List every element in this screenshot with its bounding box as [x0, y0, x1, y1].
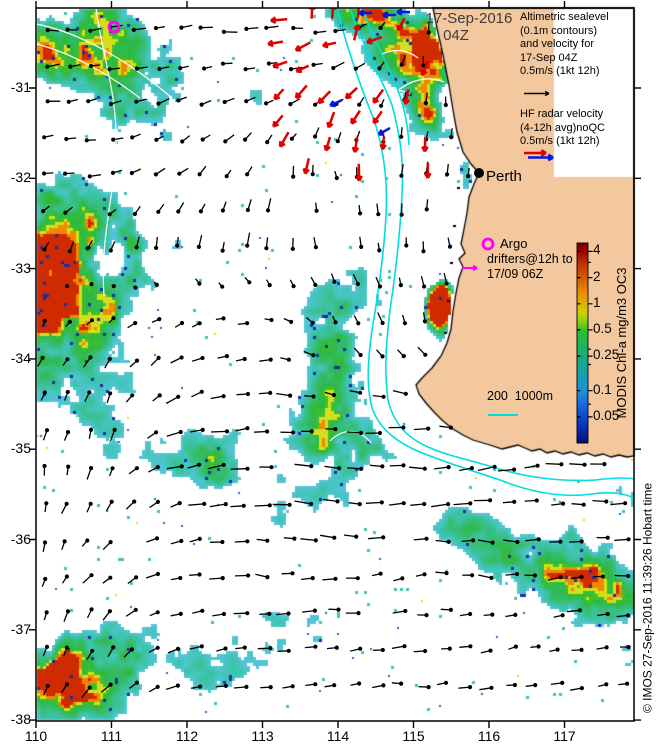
drifter-scale-arrow — [462, 264, 478, 272]
perth-marker — [474, 168, 484, 178]
hf-legend-line: HF radar velocity — [520, 108, 604, 120]
x-tick-label: 111 — [100, 728, 123, 744]
y-tick-label: -35 — [10, 440, 31, 457]
y-tick-label: -33 — [10, 259, 31, 276]
colorbar-tick-label: 0.05 — [593, 407, 620, 423]
bathy-scale-label: 200 1000m — [487, 389, 554, 403]
hf-legend-line: (4-12h avg)noQC — [520, 121, 605, 134]
altimetric-scale-arrow — [524, 90, 550, 97]
colorbar-tick-label: 0.5 — [593, 320, 612, 336]
perth-label: Perth — [486, 168, 522, 185]
hf-red-scale-arrow — [524, 149, 547, 157]
colorbar — [576, 242, 589, 444]
x-tick-label: 113 — [251, 728, 274, 744]
ssh-contours — [36, 8, 445, 444]
axis-ticks — [29, 1, 641, 728]
y-tick-label: -34 — [10, 349, 31, 366]
y-tick-label: -38 — [10, 711, 31, 728]
x-tick-label: 116 — [477, 728, 501, 744]
x-tick-label: 110 — [24, 728, 48, 744]
colorbar-ticks — [577, 250, 593, 418]
colorbar-tick-label: 1 — [593, 294, 601, 310]
time-label: 04Z — [443, 27, 469, 44]
x-tick-label: 117 — [553, 728, 576, 744]
y-tick-label: -31 — [10, 79, 31, 95]
altimetric-legend-line: (0.1m contours) — [520, 24, 598, 37]
map-border — [35, 7, 635, 722]
hf-legend-line: 0.5m/s (1kt 12h) — [520, 135, 600, 148]
bathymetry-contours — [336, 8, 634, 499]
drifters-legend-line2: 17/09 06Z — [487, 267, 544, 281]
colorbar-tick-label: 0.25 — [593, 347, 620, 363]
x-tick-label: 114 — [326, 728, 350, 744]
colorbar-tick-label: 0.1 — [593, 381, 612, 397]
argo-float-marker — [107, 20, 121, 34]
y-tick-label: -32 — [10, 169, 31, 186]
date-label: 17-Sep-2016 — [425, 10, 513, 27]
altimetric-legend-line: Altimetric sealevel — [520, 11, 609, 23]
y-tick-label: -36 — [10, 530, 31, 547]
x-tick-label: 112 — [175, 728, 199, 744]
colorbar-tick-label: 2 — [593, 268, 601, 284]
colorbar-tick-label: 4 — [593, 242, 601, 258]
altimetric-legend-line: 17-Sep 04Z — [520, 51, 578, 64]
credit-text: © IMOS 27-Sep-2016 11:39:26 Hobart time — [640, 482, 655, 714]
current-vectors — [37, 21, 631, 698]
y-tick-label: -37 — [10, 620, 31, 637]
altimetric-legend-line: 0.5m/s (1kt 12h) — [520, 65, 600, 78]
hf-blue-scale-arrow — [528, 153, 554, 162]
colorbar-title: MODIS Chl-a mg/m3 OC3 — [613, 267, 629, 419]
altimetric-legend-line: and velocity for — [520, 38, 594, 51]
drifters-legend-line1: drifters@12h to — [487, 252, 573, 266]
x-tick-label: 115 — [402, 728, 425, 744]
argo-legend-label: Argo — [500, 236, 528, 251]
argo-legend-marker — [481, 237, 495, 251]
